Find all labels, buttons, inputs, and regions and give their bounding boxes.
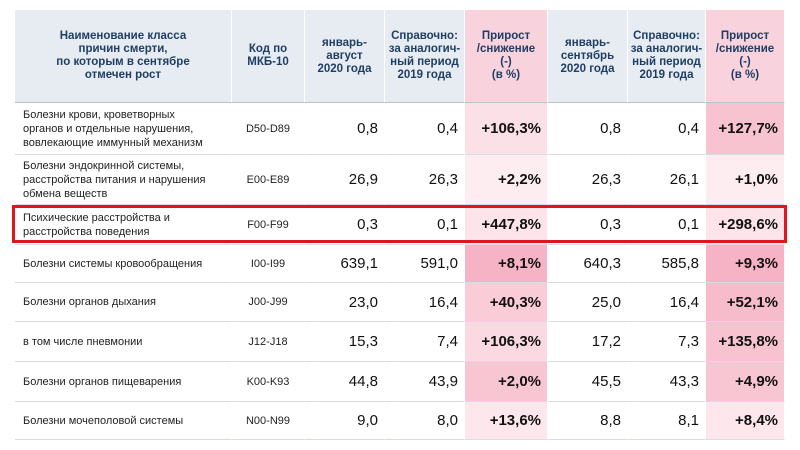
table-cell: +8,4% <box>706 402 785 440</box>
table-cell: J00-J99 <box>232 283 305 322</box>
table-cell: N00-N99 <box>232 402 305 440</box>
column-header: Наименование класса причин смерти, по ко… <box>15 10 232 103</box>
table-cell: 7,3 <box>628 322 706 362</box>
table-cell: +4,9% <box>706 362 785 402</box>
table-cell: 0,3 <box>548 205 628 245</box>
table-cell: 26,1 <box>628 155 706 205</box>
table-cell: E00-E89 <box>232 155 305 205</box>
row-label: Болезни органов дыхания <box>15 283 232 322</box>
table-cell: 640,3 <box>548 245 628 283</box>
table-cell: 23,0 <box>305 283 385 322</box>
row-label: Болезни эндокринной системы, расстройств… <box>15 155 232 205</box>
table-cell: 8,0 <box>385 402 465 440</box>
table-cell: 0,1 <box>385 205 465 245</box>
table-cell: +127,7% <box>706 103 785 155</box>
column-header: Справочно: за аналогич- ный период 2019 … <box>628 10 706 103</box>
table-cell: +106,3% <box>465 322 548 362</box>
table-cell: +135,8% <box>706 322 785 362</box>
column-header: Справочно: за аналогич- ный период 2019 … <box>385 10 465 103</box>
table-cell: 45,5 <box>548 362 628 402</box>
table-cell: 8,8 <box>548 402 628 440</box>
table-cell: 7,4 <box>385 322 465 362</box>
table-cell: +2,2% <box>465 155 548 205</box>
table-cell: 15,3 <box>305 322 385 362</box>
table-cell: 16,4 <box>385 283 465 322</box>
table-cell: +9,3% <box>706 245 785 283</box>
table-cell: +8,1% <box>465 245 548 283</box>
table-cell: +447,8% <box>465 205 548 245</box>
table-cell: +52,1% <box>706 283 785 322</box>
table-cell: F00-F99 <box>232 205 305 245</box>
table-cell: 43,9 <box>385 362 465 402</box>
table-cell: 26,3 <box>548 155 628 205</box>
column-header: Прирост /снижение (-) (в %) <box>706 10 785 103</box>
table-cell: +298,6% <box>706 205 785 245</box>
table-cell: +106,3% <box>465 103 548 155</box>
table-cell: 8,1 <box>628 402 706 440</box>
table-cell: 25,0 <box>548 283 628 322</box>
table-cell: 44,8 <box>305 362 385 402</box>
table-cell: 0,4 <box>628 103 706 155</box>
table-cell: 43,3 <box>628 362 706 402</box>
column-header: Прирост /снижение (-) (в %) <box>465 10 548 103</box>
table-cell: I00-I99 <box>232 245 305 283</box>
table-cell: D50-D89 <box>232 103 305 155</box>
table-cell: 17,2 <box>548 322 628 362</box>
table-cell: 26,3 <box>385 155 465 205</box>
table-cell: 16,4 <box>628 283 706 322</box>
row-label: Болезни крови, кроветворных органов и от… <box>15 103 232 155</box>
row-label: Психические расстройства и расстройства … <box>15 205 232 245</box>
column-header: январь- сентябрь 2020 года <box>548 10 628 103</box>
table-cell: +2,0% <box>465 362 548 402</box>
table-cell: +13,6% <box>465 402 548 440</box>
table-cell: 26,9 <box>305 155 385 205</box>
table-cell: +40,3% <box>465 283 548 322</box>
row-label: Болезни системы кровообращения <box>15 245 232 283</box>
table-cell: 9,0 <box>305 402 385 440</box>
table-cell: 0,4 <box>385 103 465 155</box>
table-cell: K00-K93 <box>232 362 305 402</box>
table-cell: 591,0 <box>385 245 465 283</box>
table-cell: 0,8 <box>548 103 628 155</box>
table-cell: 0,1 <box>628 205 706 245</box>
row-label: Болезни мочеполовой системы <box>15 402 232 440</box>
row-label: Болезни органов пищеварения <box>15 362 232 402</box>
table-cell: J12-J18 <box>232 322 305 362</box>
table-cell: +1,0% <box>706 155 785 205</box>
column-header: январь- август 2020 года <box>305 10 385 103</box>
table-cell: 0,3 <box>305 205 385 245</box>
column-header: Код по МКБ-10 <box>232 10 305 103</box>
table-cell: 0,8 <box>305 103 385 155</box>
row-label: в том числе пневмонии <box>15 322 232 362</box>
table-cell: 639,1 <box>305 245 385 283</box>
table-cell: 585,8 <box>628 245 706 283</box>
